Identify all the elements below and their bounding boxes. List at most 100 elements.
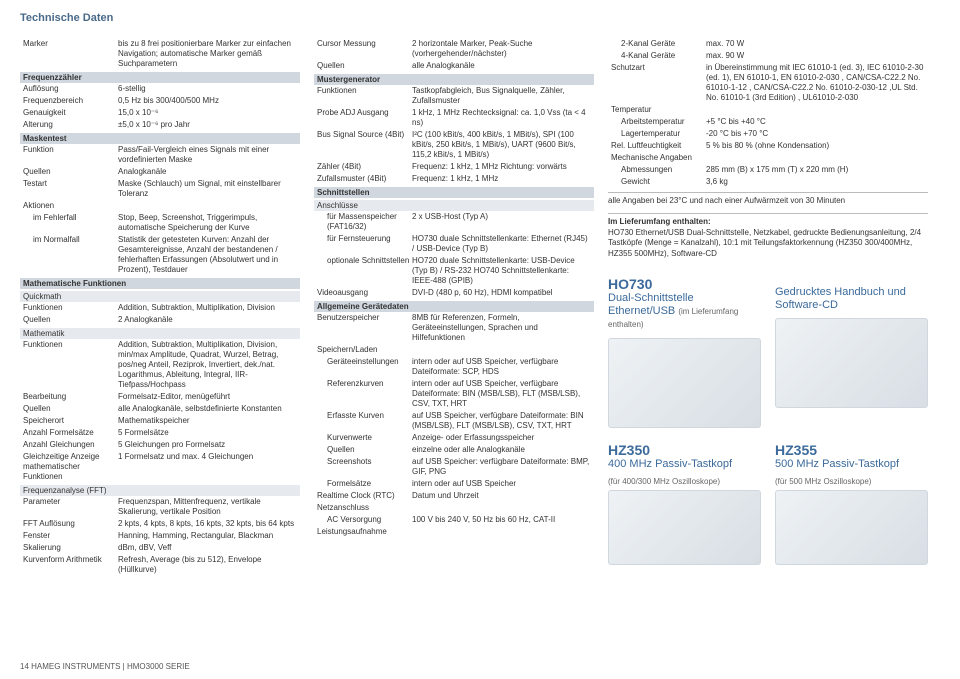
acv-label: AC Versorgung [317,515,412,525]
bearb-label: Bearbeitung [23,392,118,402]
anzfs-value: 5 Formelsätze [118,428,297,438]
fbereich-value: 0,5 Hz bis 300/400/500 MHz [118,96,297,106]
formels-label: Formelsätze [317,479,412,489]
aktionen-value [118,201,297,211]
screens-value: auf USB Speicher: verfügbare Dateiformat… [412,457,591,477]
section-allgemein: Allgemeine Gerätedaten [314,301,594,312]
acv-value: 100 V bis 240 V, 50 Hz bis 60 Hz, CAT-II [412,515,591,525]
quellen2-value: alle Analogkanäle [412,61,591,71]
section-freqcounter: Frequenzzähler [20,72,300,83]
quellen2-label: Quellen [317,61,412,71]
zaehler-value: Frequenz: 1 kHz, 1 MHz Richtung: vorwärt… [412,162,591,172]
refk-value: intern oder auf USB Speicher, verfügbare… [412,379,591,409]
rtc-value: Datum und Uhrzeit [412,491,591,501]
hz355-title: HZ355 [775,442,928,458]
lager-value: -20 °C bis +70 °C [706,129,925,139]
luft-value: 5 % bis 80 % (ohne Kondensation) [706,141,925,151]
bus-label: Bus Signal Source (4Bit) [317,130,412,160]
bus-value: I²C (100 kBit/s, 400 kBit/s, 1 MBit/s), … [412,130,591,160]
columns: Markerbis zu 8 frei positionierbare Mark… [20,38,940,576]
anzfs-label: Anzahl Formelsätze [23,428,118,438]
zufall-value: Frequenz: 1 kHz, 1 MHz [412,174,591,184]
k4-value: max. 90 W [706,51,925,61]
abm-value: 285 mm (B) x 175 mm (T) x 220 mm (H) [706,165,925,175]
speicher-label: Speicherort [23,416,118,426]
benutz-value: 8MB für Referenzen, Formeln, Geräteeinst… [412,313,591,343]
section-masktest: Maskentest [20,133,300,144]
arb-value: +5 °C bis +40 °C [706,117,925,127]
fbereich-label: Frequenzbereich [23,96,118,106]
probe-label: Probe ADJ Ausgang [317,108,412,128]
mfunkt-value: Addition, Subtraktion, Multiplikation, D… [118,340,297,390]
fftaufl-value: 2 kpts, 4 kpts, 8 kpts, 16 kpts, 32 kpts… [118,519,297,529]
hz350-image [608,490,761,565]
lager-label: Lagertemperatur [611,129,706,139]
netz-label: Netzanschluss [317,503,412,513]
param-label: Parameter [23,497,118,517]
zufall-label: Zufallsmuster (4Bit) [317,174,412,184]
formels-value: intern oder auf USB Speicher [412,479,591,489]
gew-label: Gewicht [611,177,706,187]
funkt-value: Pass/Fail-Vergleich eines Signals mit ei… [118,145,297,165]
kurvw-label: Kurvenwerte [317,433,412,443]
k2-value: max. 70 W [706,39,925,49]
column-3: 2-Kanal Gerätemax. 70 W 4-Kanal Gerätema… [608,38,928,576]
skal-value: dBm, dBV, Veff [118,543,297,553]
qquellen-value: 2 Analogkanäle [118,315,297,325]
section-anschluesse: Anschlüsse [314,200,594,211]
ho730-title: HO730 [608,276,761,292]
product-hz350: HZ350 400 MHz Passiv-Tastkopf (für 400/3… [608,434,761,565]
kurvw-value: Anzeige- oder Erfassungsspeicher [412,433,591,443]
arb-label: Arbeitstemperatur [611,117,706,127]
fehler-value: Stop, Beep, Screenshot, Triggerimpuls, a… [118,213,297,233]
handbuch-title: Gedrucktes Handbuch und Software-CD [775,286,928,312]
quellen-label: Quellen [23,167,118,177]
massen-value: 2 x USB-Host (Typ A) [412,212,591,232]
fern-label: für Fernsteuerung [317,234,412,254]
section-schnitt: Schnittstellen [314,187,594,198]
hz350-title: HZ350 [608,442,761,458]
abm-label: Abmessungen [611,165,706,175]
erfk-label: Erfasste Kurven [317,411,412,431]
qfunkt-value: Addition, Subtraktion, Multiplikation, D… [118,303,297,313]
quellen3-label: Quellen [317,445,412,455]
cursor-label: Cursor Messung [317,39,412,59]
alterung-label: Alterung [23,120,118,130]
mfunkt2-label: Funktionen [317,86,412,106]
zaehler-label: Zähler (4Bit) [317,162,412,172]
marker-value: bis zu 8 frei positionierbare Marker zur… [118,39,297,69]
gew-value: 3,6 kg [706,177,925,187]
opt-label: optionale Schnittstellen [317,256,412,286]
quellen-value: Analogkanäle [118,167,297,177]
hz355-image [775,490,928,565]
hz355-sub: 500 MHz Passiv-Tastkopf [775,458,928,471]
fern-value: HO730 duale Schnittstellenkarte: Etherne… [412,234,591,254]
genau-value: 15,0 x 10⁻⁶ [118,108,297,118]
normal-label: im Normalfall [23,235,118,275]
mfunkt2-value: Tastkopfabgleich, Bus Signalquelle, Zähl… [412,86,591,106]
testart-value: Maske (Schlauch) um Signal, mit einstell… [118,179,297,199]
speicher-value: Mathematikspeicher [118,416,297,426]
mquellen-value: alle Analogkanäle, selbstdefinierte Kons… [118,404,297,414]
section-mustergen: Mustergenerator [314,74,594,85]
speichern-label: Speichern/Laden [317,345,412,355]
ho730-sub: Dual-Schnittstelle Ethernet/USB (im Lief… [608,292,761,332]
cursor-value: 2 horizontale Marker, Peak-Suche (vorher… [412,39,591,59]
probe-value: 1 kHz, 1 MHz Rechtecksignal: ca. 1,0 Vss… [412,108,591,128]
ho730-image [608,338,761,428]
section-math: Mathematische Funktionen [20,278,300,289]
video-value: DVI-D (480 p, 60 Hz), HDMI kompatibel [412,288,591,298]
temp-label: Temperatur [611,105,706,115]
skal-label: Skalierung [23,543,118,553]
genau-label: Genauigkeit [23,108,118,118]
kurv-value: Refresh, Average (bis zu 512), Envelope … [118,555,297,575]
mquellen-label: Quellen [23,404,118,414]
mech-label: Mechanische Angaben [611,153,706,163]
bearb-value: Formelsatz-Editor, menügeführt [118,392,297,402]
hz350-note: (für 400/300 MHz Oszilloskope) [608,477,761,486]
k2-label: 2-Kanal Geräte [611,39,706,49]
anzgl-value: 5 Gleichungen pro Formelsatz [118,440,297,450]
refk-label: Referenzkurven [317,379,412,409]
product-handbook: Gedrucktes Handbuch und Software-CD [775,268,928,428]
column-2: Cursor Messung2 horizontale Marker, Peak… [314,38,594,576]
